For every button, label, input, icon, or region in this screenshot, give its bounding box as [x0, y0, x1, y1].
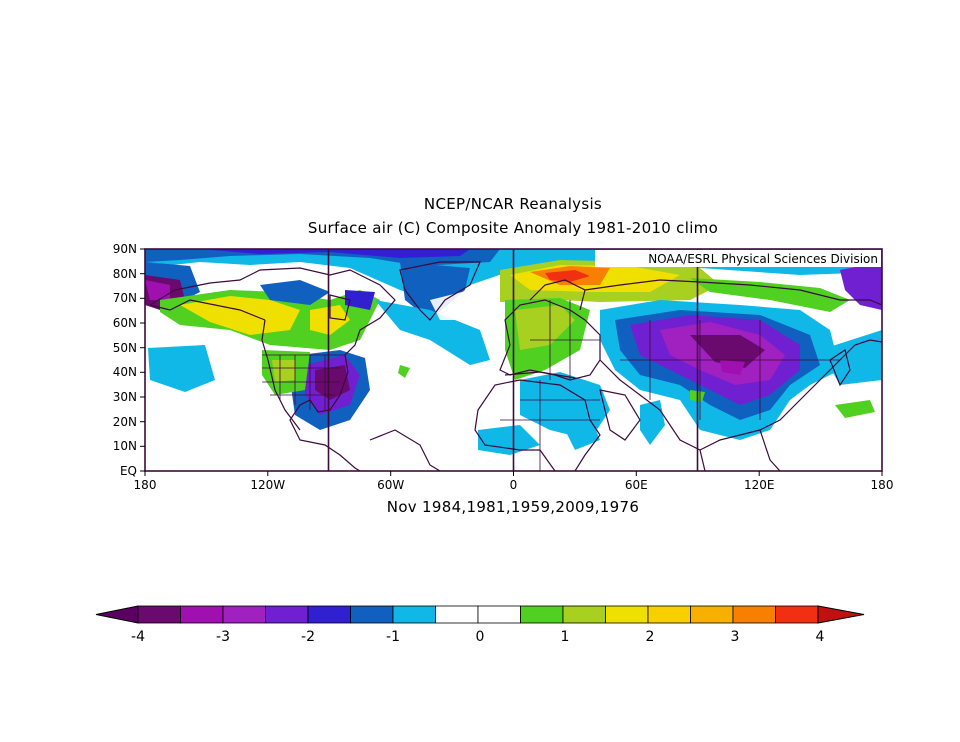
colorbar-label: 2: [646, 629, 655, 645]
coastlines: [149, 261, 882, 471]
lat-label: 90N: [113, 242, 137, 256]
colorbar-swatch: [605, 605, 649, 624]
colorbar-swatch: [520, 605, 564, 624]
colorbar-swatch: [775, 605, 819, 624]
colorbar-swatch: [180, 605, 224, 624]
colorbar-swatch: [392, 605, 436, 624]
colorbar-label: 4: [816, 629, 825, 645]
lat-label: 50N: [113, 341, 137, 355]
colorbar-swatch: [435, 605, 479, 624]
colorbar-label: -2: [301, 629, 315, 645]
colorbar-swatch: [477, 605, 521, 624]
lat-label: 20N: [113, 415, 137, 429]
colorbar-swatch: [265, 605, 309, 624]
colorbar: [95, 605, 865, 624]
colorbar-swatch: [562, 605, 606, 624]
lat-label: 80N: [113, 267, 137, 281]
lat-label: 60N: [113, 316, 137, 330]
lat-label: 10N: [113, 439, 137, 453]
colorbar-label: 3: [731, 629, 740, 645]
colorbar-swatch: [732, 605, 776, 624]
colorbar-swatch: [350, 605, 394, 624]
chart-subtitle: Surface air (C) Composite Anomaly 1981-2…: [307, 219, 719, 237]
borders: [262, 300, 840, 471]
colorbar-label: 1: [561, 629, 570, 645]
colorbar-swatch: [307, 605, 351, 624]
colorbar-label: -4: [131, 629, 145, 645]
lon-label: 180: [134, 478, 157, 492]
colorbar-label: 0: [476, 629, 485, 645]
credit-box: [595, 250, 881, 267]
colorbar-labels: -4 -3 -2 -1 0 1 2 3 4: [131, 629, 825, 645]
lat-ticks: [140, 248, 145, 472]
colorbar-label: -1: [386, 629, 400, 645]
lon-label: 180: [871, 478, 894, 492]
colorbar-swatch: [222, 605, 266, 624]
composite-dates: Nov 1984,1981,1959,2009,1976: [386, 498, 640, 516]
colorbar-label: -3: [216, 629, 230, 645]
lon-label: 120W: [250, 478, 285, 492]
meridian-lines: [327, 249, 699, 471]
colorbar-swatch: [690, 605, 734, 624]
lat-label: EQ: [120, 464, 137, 478]
lon-label: 0: [510, 478, 518, 492]
lat-labels: 90N 80N 70N 60N 50N 40N 30N 20N 10N EQ: [113, 242, 137, 478]
lon-labels: 180 120W 60W 0 60E 120E 180: [134, 478, 894, 492]
lon-label: 60E: [625, 478, 648, 492]
lat-label: 40N: [113, 365, 137, 379]
lon-label: 60W: [377, 478, 404, 492]
chart-title: NCEP/NCAR Reanalysis: [423, 195, 603, 213]
lon-ticks: [144, 471, 883, 476]
lat-label: 30N: [113, 390, 137, 404]
colorbar-over-arrow: [817, 605, 865, 624]
colorbar-under-arrow: [95, 605, 139, 624]
lat-label: 70N: [113, 291, 137, 305]
credit-text: NOAA/ESRL Physical Sciences Division: [648, 252, 878, 266]
lon-label: 120E: [744, 478, 775, 492]
colorbar-swatch: [647, 605, 691, 624]
colorbar-swatch: [137, 605, 181, 624]
